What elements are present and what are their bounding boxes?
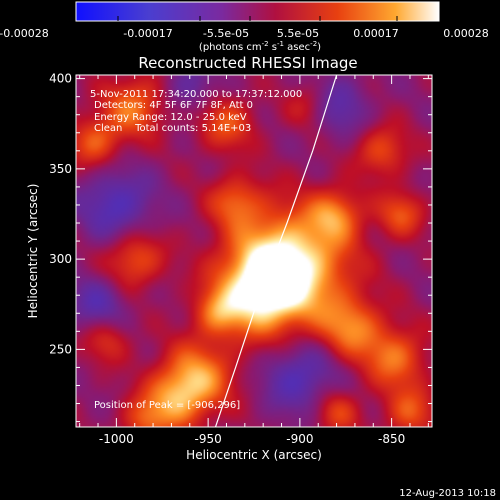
colorbar-gradient [75,1,440,22]
heatmap-image [76,75,432,427]
colorbar-ticks [117,16,398,21]
footer-timestamp: 12-Aug-2013 10:18 [399,488,496,499]
colorbar-tick-label: 5.5e-05 [277,27,319,40]
axis-ticks [76,75,432,427]
info-time-range: 5-Nov-2011 17:34:20.000 to 17:37:12.000 [90,89,302,100]
axis-tick-labels: -1000 -950 -900 -850 250 300 350 400 [49,72,405,446]
y-tick-label: 250 [49,342,72,356]
info-clean-counts: Clean Total counts: 5.14E+03 [94,123,251,134]
colorbar-tick-label: -0.00028 [0,27,49,40]
chart-title: Reconstructed RHESSI Image [138,54,357,72]
x-tick-label: -900 [286,432,313,446]
x-tick-label: -850 [378,432,405,446]
colorbar-tick-label: -5.5e-05 [203,27,249,40]
info-detectors: Detectors: 4F 5F 6F 7F 8F, Att 0 [94,100,253,111]
info-peak-position: Position of Peak = [-906,296] [94,400,240,411]
x-tick-label: -950 [195,432,222,446]
y-tick-label: 400 [49,72,72,86]
y-axis-label: Heliocentric Y (arcsec) [26,184,40,319]
colorbar-units: (photons cm-2 s-1 asec-2) [199,40,321,53]
observation-info: 5-Nov-2011 17:34:20.000 to 17:37:12.000 … [90,89,302,411]
y-tick-label: 300 [49,252,72,266]
colorbar: -0.00028 -0.00017 -5.5e-05 5.5e-05 0.000… [0,1,489,53]
colorbar-tick-label: 0.00028 [443,27,489,40]
x-axis-label: Heliocentric X (arcsec) [186,448,322,462]
plot-frame [75,74,433,428]
x-tick-label: -1000 [99,432,134,446]
colorbar-tick-label: -0.00017 [123,27,172,40]
y-tick-label: 350 [49,162,72,176]
colorbar-tick-label: 0.00017 [353,27,399,40]
info-energy-range: Energy Range: 12.0 - 25.0 keV [94,112,247,123]
solar-limb-line [214,75,338,427]
